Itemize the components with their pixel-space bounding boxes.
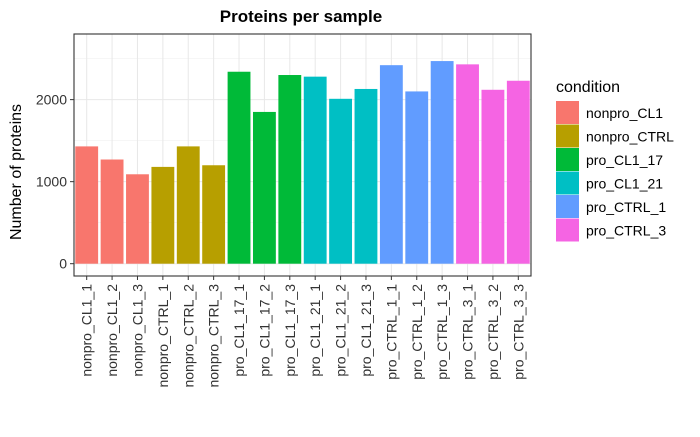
- x-tick-label: pro_CTRL_3_3: [510, 284, 526, 380]
- bar-pro_CL1_21_3: [354, 88, 378, 264]
- x-tick-label: pro_CL1_21_3: [358, 284, 374, 377]
- bar-pro_CTRL_1_3: [430, 61, 454, 264]
- legend-key-nonpro_CL1: [556, 101, 579, 124]
- bar-pro_CTRL_3_2: [481, 89, 505, 264]
- bar-pro_CL1_17_3: [278, 75, 302, 264]
- x-tick-label: nonpro_CL1_2: [104, 284, 120, 377]
- x-tick-label: nonpro_CTRL_3: [206, 284, 222, 388]
- x-tick-label: pro_CL1_17_3: [282, 284, 298, 377]
- bar-nonpro_CTRL_2: [176, 146, 200, 264]
- legend-label-pro_CTRL_3: pro_CTRL_3: [586, 223, 666, 239]
- bar-pro_CTRL_3_3: [506, 80, 530, 264]
- x-tick-label: nonpro_CL1_1: [79, 284, 95, 377]
- bar-nonpro_CL1_3: [126, 174, 149, 264]
- legend-key-pro_CL1_17: [556, 148, 579, 171]
- legend-key-nonpro_CTRL: [556, 124, 579, 148]
- x-tick-label: pro_CTRL_3_1: [460, 284, 476, 380]
- bar-nonpro_CTRL_1: [151, 166, 175, 264]
- x-tick-label: pro_CL1_17_1: [231, 284, 247, 377]
- legend-label-nonpro_CTRL: nonpro_CTRL: [586, 129, 674, 145]
- x-tick-label: pro_CTRL_1_3: [434, 284, 450, 380]
- x-tick-label: pro_CL1_21_1: [307, 284, 323, 377]
- bar-pro_CTRL_1_2: [405, 91, 429, 264]
- legend-label-nonpro_CL1: nonpro_CL1: [586, 105, 663, 121]
- legend-label-pro_CL1_17: pro_CL1_17: [586, 152, 663, 168]
- bar-nonpro_CL1_1: [75, 146, 99, 264]
- x-tick-label: nonpro_CL1_3: [129, 284, 145, 377]
- bar-pro_CTRL_3_1: [456, 64, 479, 264]
- x-tick-label: pro_CL1_21_2: [333, 284, 349, 377]
- y-tick-label: 0: [59, 256, 67, 272]
- bar-pro_CL1_21_2: [329, 98, 353, 264]
- x-tick-label: pro_CL1_17_2: [256, 284, 272, 377]
- x-tick-label: nonpro_CTRL_2: [180, 284, 196, 388]
- legend-key-pro_CL1_21: [556, 171, 579, 195]
- bar-nonpro_CTRL_3: [202, 165, 226, 264]
- legend: condition nonpro_CL1 nonpro_CTRL pro_CL1_1…: [556, 79, 674, 242]
- legend-title: condition: [556, 79, 620, 96]
- x-tick-label: pro_CTRL_1_2: [409, 284, 425, 380]
- bar-pro_CL1_17_1: [227, 71, 251, 264]
- chart-title: Proteins per sample: [220, 7, 383, 26]
- bar-pro_CL1_17_2: [252, 111, 276, 264]
- legend-label-pro_CTRL_1: pro_CTRL_1: [586, 199, 666, 215]
- x-tick-label: nonpro_CTRL_1: [155, 284, 171, 388]
- plot-border: [73, 33, 532, 277]
- legend-key-pro_CTRL_3: [556, 218, 579, 242]
- legend-key-pro_CTRL_1: [556, 195, 579, 218]
- bar-nonpro_CL1_2: [100, 159, 124, 264]
- y-tick-label: 1000: [36, 174, 67, 190]
- bar-pro_CL1_21_1: [303, 76, 327, 264]
- plot-panel: [74, 34, 531, 276]
- legend-label-pro_CL1_21: pro_CL1_21: [586, 176, 663, 192]
- y-tick-label: 2000: [36, 92, 67, 108]
- x-tick-label: pro_CTRL_1_1: [383, 284, 399, 380]
- x-tick-label: pro_CTRL_3_2: [485, 284, 501, 380]
- y-axis-label: Number of proteins: [8, 104, 25, 240]
- bar-pro_CTRL_1_1: [379, 65, 403, 264]
